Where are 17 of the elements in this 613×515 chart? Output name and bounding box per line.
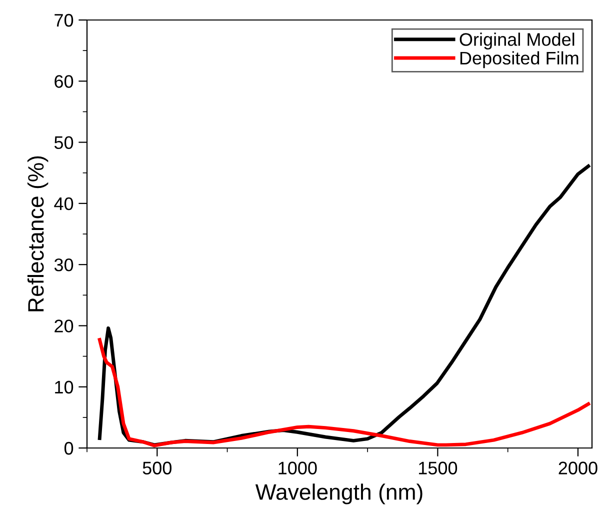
x-tick-label: 1500 bbox=[418, 462, 458, 474]
y-tick-label: 40 bbox=[54, 197, 74, 210]
y-tick-label: 70 bbox=[54, 14, 74, 27]
x-tick-label: 2000 bbox=[558, 462, 598, 474]
y-tick-label: 60 bbox=[54, 75, 74, 88]
y-tick-label: 20 bbox=[54, 320, 74, 332]
legend-label: Deposited Film bbox=[460, 51, 578, 68]
y-tick-label: 10 bbox=[55, 380, 74, 394]
y-tick-label: 0 bbox=[64, 442, 74, 455]
x-tick-label: 1000 bbox=[278, 462, 317, 474]
y-axis-title: Reflectance (%) bbox=[27, 156, 48, 312]
x-tick-label: 500 bbox=[142, 462, 172, 474]
legend-label: Original Model bbox=[460, 32, 574, 50]
y-tick-label: 30 bbox=[54, 258, 74, 272]
y-tick-label: 50 bbox=[54, 136, 74, 150]
line-series bbox=[98, 338, 590, 448]
x-axis-title: Wavelength (nm) bbox=[255, 484, 422, 504]
